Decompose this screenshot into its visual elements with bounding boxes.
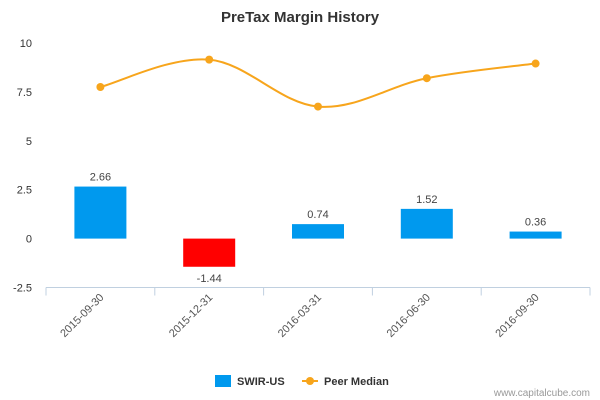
bar-data-label: 1.52 [416, 194, 437, 206]
chart-title: PreTax Margin History [221, 9, 380, 26]
peer-median-point-2016-06-30[interactable] [422, 74, 431, 83]
legend: SWIR-US Peer Median [215, 375, 389, 388]
bar-2016-06-30[interactable] [400, 208, 453, 239]
bar-data-label: -1.44 [197, 273, 222, 285]
x-axis: 2015-09-30 2015-12-31 2016-03-31 2016-06-30… [45, 287, 591, 340]
peer-median-line [100, 58, 536, 108]
x-tick-label: 2016-03-31 [276, 292, 324, 340]
legend-label-peer-median: Peer Median [324, 376, 389, 388]
bar-2015-09-30[interactable] [74, 186, 127, 239]
y-tick-label: 7.5 [17, 87, 32, 99]
x-tick-label: 2015-12-31 [167, 292, 215, 340]
line-series-peer-median [96, 55, 540, 111]
y-tick-label: 2.5 [17, 185, 32, 197]
bar-2015-12-31[interactable] [183, 238, 236, 267]
legend-item-peer-median[interactable]: Peer Median [302, 376, 389, 388]
legend-swatch-swir-us [215, 375, 231, 387]
x-tick-label: 2015-09-30 [58, 292, 106, 340]
legend-swatch-marker-peer-median [306, 377, 314, 385]
y-axis: 10 7.5 5 2.5 0 -2.5 [13, 38, 32, 295]
peer-median-point-2015-12-31[interactable] [205, 55, 214, 64]
peer-median-point-2016-03-31[interactable] [314, 102, 322, 111]
y-tick-label: 10 [20, 38, 32, 50]
y-tick-label: 5 [26, 136, 32, 148]
bar-2016-09-30[interactable] [509, 231, 562, 239]
bar-data-label: 2.66 [90, 172, 111, 184]
bar-series-swir-us [74, 186, 562, 267]
bar-data-label: 0.74 [307, 209, 328, 221]
y-tick-label: 0 [26, 234, 32, 246]
bar-2016-03-31[interactable] [292, 224, 344, 239]
x-tick-label: 2016-09-30 [493, 292, 541, 340]
y-tick-label: -2.5 [13, 283, 32, 295]
legend-label-swir-us: SWIR-US [237, 376, 285, 388]
legend-item-swir-us[interactable]: SWIR-US [215, 375, 285, 388]
peer-median-point-2016-09-30[interactable] [531, 59, 540, 68]
x-tick-label: 2016-06-30 [385, 292, 433, 340]
bar-data-labels: 2.66 -1.44 0.74 1.52 0.36 [90, 172, 547, 285]
bar-data-label: 0.36 [525, 217, 546, 229]
credit-text: www.capitalcube.com [493, 388, 590, 399]
peer-median-point-2015-09-30[interactable] [96, 83, 105, 92]
